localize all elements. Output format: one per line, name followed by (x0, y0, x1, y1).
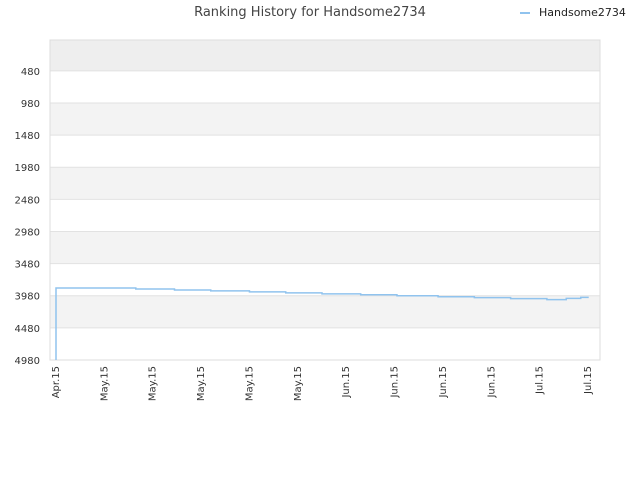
x-tick-label: May.15 (99, 366, 110, 401)
grid-band (50, 199, 600, 232)
x-tick-label: Jun.15 (486, 366, 497, 399)
y-tick-label: 2980 (15, 227, 40, 238)
x-tick-label: Jun.15 (341, 366, 352, 399)
grid-band (50, 40, 600, 71)
grid-band (50, 135, 600, 168)
series-line (55, 287, 589, 360)
x-tick-label: Jun.15 (390, 366, 401, 399)
legend: Handsome2734 (520, 6, 626, 19)
legend-swatch (520, 11, 530, 14)
y-tick-label: 4980 (15, 356, 40, 367)
y-tick-label: 980 (21, 99, 40, 110)
x-tick-label: May.15 (293, 366, 304, 401)
y-tick-label: 3980 (15, 292, 40, 303)
plot-border (49, 39, 601, 361)
grid-band (50, 102, 600, 136)
chart-title: Ranking History for Handsome2734 (194, 5, 426, 20)
x-tick-label: May.15 (196, 366, 207, 401)
y-tick-label: 480 (21, 67, 40, 78)
x-tick-label: Jun.15 (438, 366, 449, 399)
grid-band (50, 70, 600, 103)
grid-band (50, 231, 600, 264)
y-tick-label: 2480 (15, 195, 40, 206)
y-tick-label: 3480 (15, 260, 40, 271)
y-tick-label: 1480 (15, 131, 40, 142)
legend-label: Handsome2734 (539, 6, 626, 19)
y-tick-label: 4480 (15, 324, 40, 335)
x-tick-label: Apr.15 (51, 366, 62, 398)
grid-band (50, 327, 600, 360)
grid-band (50, 263, 600, 296)
grid-band (50, 295, 600, 328)
x-tick-label: May.15 (244, 366, 255, 401)
x-tick-label: Jul.15 (535, 366, 546, 395)
y-tick-label: 1980 (15, 163, 40, 174)
grid-band (50, 167, 600, 200)
x-tick-label: May.15 (148, 366, 159, 401)
x-tick-label: Jul.15 (583, 366, 594, 395)
